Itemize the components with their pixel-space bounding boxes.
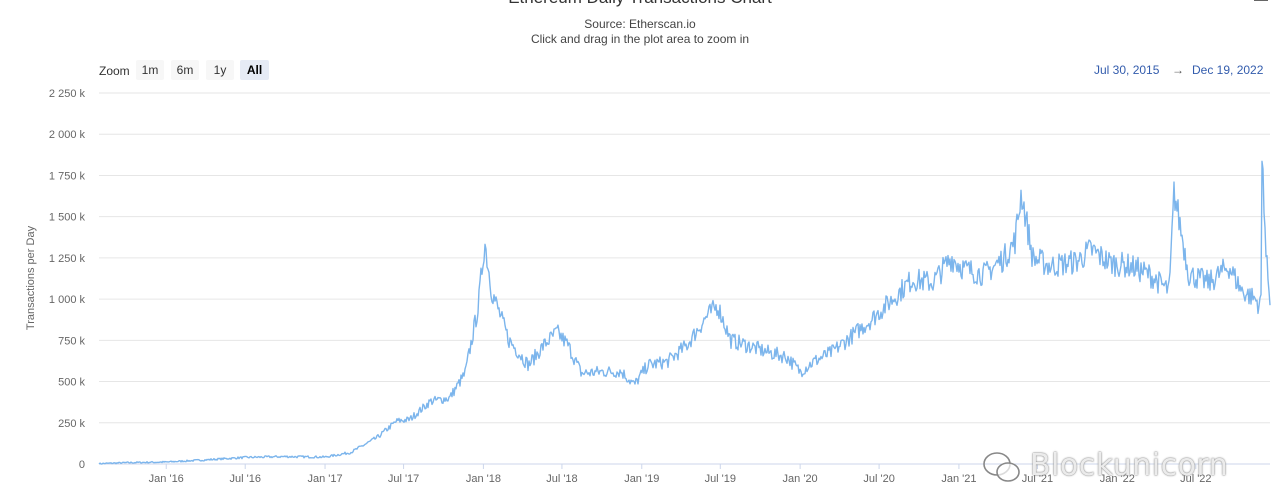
y-tick-label: 2 250 k (49, 88, 86, 100)
x-tick-label: Jan '16 (149, 473, 184, 485)
x-tick-label: Jan '22 (1100, 473, 1135, 485)
menu-icon[interactable] (1254, 0, 1268, 4)
chart-title: Ethereum Daily Transactions Chart (0, 0, 1280, 8)
chart-source: Source: Etherscan.io (584, 17, 696, 31)
x-tick-label: Jan '18 (466, 473, 501, 485)
series-line (98, 160, 1271, 465)
x-axis-ticks: Jan '16 Jul '16 Jan '17 Jul '17 Jan '18 Jul '… (149, 464, 1212, 485)
y-axis-ticks: 0 250 k 500 k 750 k 1 000 k 1 250 k 1 500 k 1 7… (49, 88, 86, 471)
y-tick-label: 2 000 k (49, 129, 86, 141)
zoom-6m-button[interactable]: 6m (171, 60, 199, 80)
range-from-input[interactable]: Jul 30, 2015 (1094, 63, 1160, 77)
y-axis-label: Transactions per Day (25, 225, 37, 330)
range-arrow: → (1172, 63, 1184, 77)
y-tick-label: 1 000 k (49, 294, 86, 306)
zoom-1y-button[interactable]: 1y (206, 60, 234, 80)
x-tick-label: Jul '22 (1180, 473, 1211, 485)
y-tick-label: 750 k (58, 335, 85, 347)
wechat-icon (983, 452, 1020, 482)
x-tick-label: Jan '17 (307, 473, 342, 485)
watermark-text: Blockunicorn (1030, 448, 1229, 483)
grid-lines (99, 92, 1270, 424)
x-tick-label: Jan '20 (783, 473, 818, 485)
zoom-label: Zoom (99, 64, 130, 78)
x-tick-label: Jul '21 (1022, 473, 1053, 485)
x-tick-label: Jul '19 (705, 473, 736, 485)
zoom-all-button[interactable]: All (240, 60, 269, 80)
y-tick-label: 1 500 k (49, 212, 86, 224)
x-tick-label: Jul '18 (546, 473, 577, 485)
zoom-1m-button[interactable]: 1m (136, 60, 164, 80)
y-tick-label: 1 250 k (49, 253, 86, 265)
range-to-input[interactable]: Dec 19, 2022 (1192, 63, 1264, 77)
x-tick-label: Jan '21 (941, 473, 976, 485)
y-tick-label: 0 (79, 459, 85, 471)
y-tick-label: 500 k (58, 377, 85, 389)
y-tick-label: 1 750 k (49, 170, 86, 182)
x-tick-label: Jul '16 (229, 473, 260, 485)
x-tick-label: Jul '17 (388, 473, 419, 485)
x-tick-label: Jul '20 (863, 473, 894, 485)
y-tick-label: 250 k (58, 418, 85, 430)
chart-hint: Click and drag in the plot area to zoom … (530, 32, 750, 46)
x-tick-label: Jan '19 (624, 473, 659, 485)
